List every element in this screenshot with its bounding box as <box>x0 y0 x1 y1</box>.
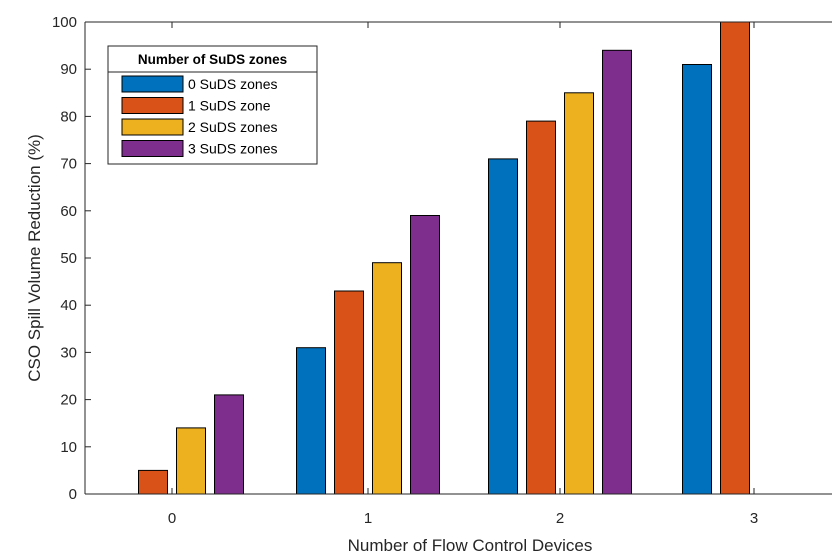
legend-title: Number of SuDS zones <box>138 52 287 67</box>
bar-1-2 <box>488 158 518 495</box>
legend-swatch <box>121 118 184 136</box>
y-tick-label: 90 <box>60 61 77 78</box>
y-tick-label: 20 <box>60 392 77 409</box>
axes-group: 0 10 20 30 40 50 60 70 80 90 100 0 1 2 3 <box>52 14 832 527</box>
bar-2-1 <box>334 290 364 495</box>
x-tick-label: 2 <box>556 510 564 527</box>
bar-3-2 <box>564 92 594 495</box>
bar-4-0 <box>214 394 244 495</box>
y-tick-label: 60 <box>60 203 77 220</box>
bar-1-1 <box>296 347 326 495</box>
bar-2-3 <box>720 21 750 495</box>
bar-2-2 <box>526 120 556 495</box>
y-tick-label: 40 <box>60 297 77 314</box>
y-tick-label: 10 <box>60 439 77 456</box>
y-tick-label: 30 <box>60 344 77 361</box>
legend-swatch <box>121 75 184 93</box>
legend-label: 0 SuDS zones <box>188 76 278 92</box>
bars-group <box>138 21 750 495</box>
y-tick-label: 0 <box>69 486 77 503</box>
legend-label: 2 SuDS zones <box>188 119 278 135</box>
x-tick-label: 0 <box>168 510 176 527</box>
legend-swatch <box>121 97 184 114</box>
y-tick-label: 70 <box>60 156 77 173</box>
y-axis-title: CSO Spill Volume Reduction (%) <box>25 134 44 382</box>
legend-swatch <box>121 140 184 157</box>
y-tick-label: 80 <box>60 108 77 125</box>
legend: Number of SuDS zones 0 SuDS zones 1 SuDS z… <box>107 45 318 165</box>
x-axis-title: Number of Flow Control Devices <box>348 536 593 554</box>
legend-label: 3 SuDS zones <box>188 141 278 157</box>
x-tick-label: 3 <box>750 510 758 527</box>
bar-1-3 <box>682 64 712 495</box>
bar-4-2 <box>602 49 632 495</box>
y-tick-label: 100 <box>52 14 77 31</box>
x-tick-label: 1 <box>364 510 372 527</box>
bar-4-1 <box>410 215 440 495</box>
bar-3-0 <box>176 427 206 495</box>
bar-2-0 <box>138 469 168 495</box>
bar-3-1 <box>372 262 402 495</box>
legend-label: 1 SuDS zone <box>188 98 271 114</box>
y-tick-label: 50 <box>60 250 77 267</box>
